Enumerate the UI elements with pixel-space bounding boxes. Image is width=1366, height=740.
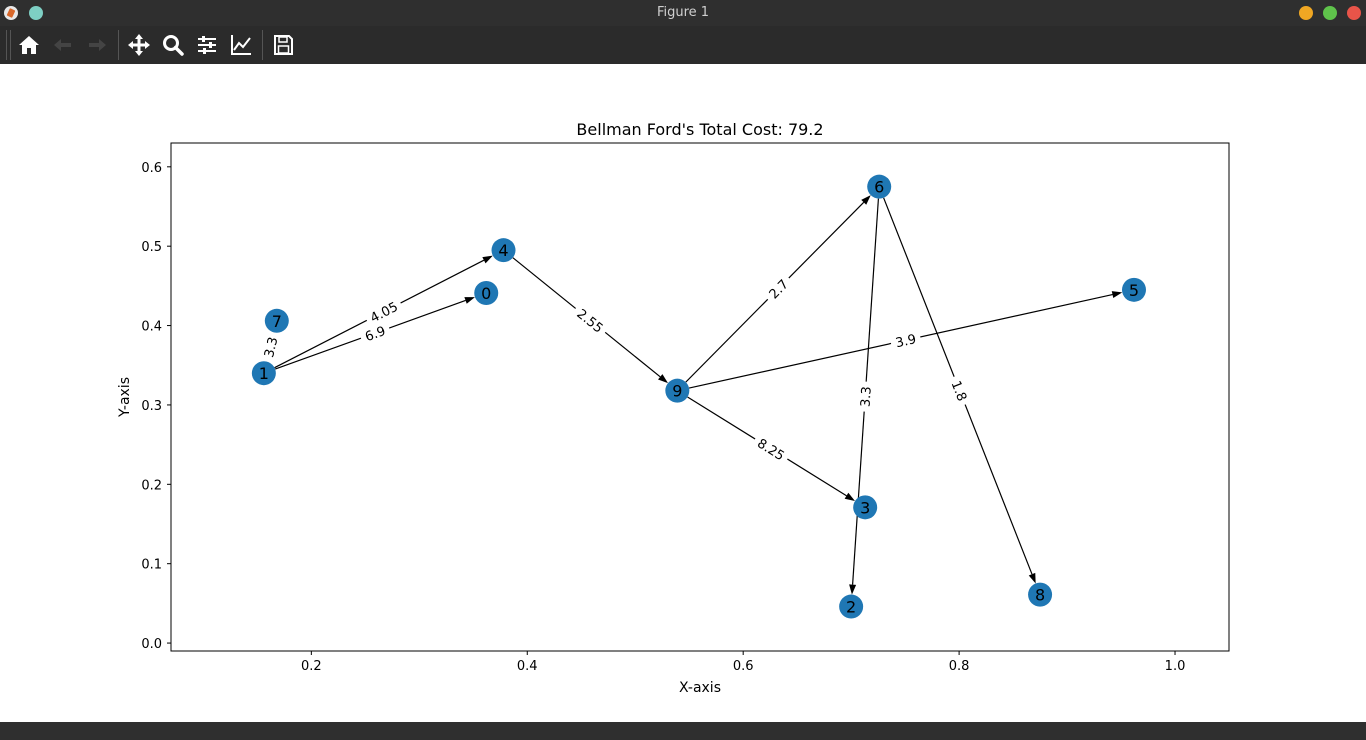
graph-node-label: 3: [860, 498, 870, 517]
minimize-button[interactable]: [1299, 6, 1313, 20]
edge-weight-label: 3.3: [258, 330, 282, 364]
home-icon[interactable]: [15, 31, 43, 59]
edit-axes-icon[interactable]: [227, 31, 255, 59]
status-bar: [0, 722, 1366, 740]
x-tick-label: 0.8: [949, 659, 970, 674]
graph-node: [665, 378, 690, 403]
y-tick-label: 0.5: [141, 240, 162, 255]
edge-weight-text: 1.8: [947, 379, 969, 404]
graph-node: [867, 174, 892, 199]
edge-weight-label: 1.8: [946, 373, 973, 408]
edge-arrowhead: [844, 492, 855, 501]
graph-node-label: 4: [498, 241, 508, 260]
edge-weight-label: 6.9: [358, 320, 392, 346]
edge-arrowhead: [1111, 291, 1123, 299]
edge-weight-label: 2.55: [570, 302, 611, 339]
zoom-magnifier-icon[interactable]: [159, 31, 187, 59]
navigation-toolbar: [0, 26, 1366, 64]
edge-weight-background: [889, 329, 923, 352]
x-tick-label: 0.6: [733, 659, 754, 674]
y-tick-label: 0.2: [141, 478, 162, 493]
pan-move-icon[interactable]: [125, 31, 153, 59]
graph-node: [251, 361, 276, 386]
pin-icon[interactable]: [29, 6, 43, 20]
edge-weight-text: 3.3: [262, 336, 282, 360]
graph-node-label: 0: [481, 284, 491, 303]
toolbar-grip: [6, 30, 11, 60]
app-icon: [4, 6, 18, 20]
window-title: Figure 1: [656, 5, 710, 20]
edge-weight-background: [258, 330, 282, 364]
chart-title: Bellman Ford's Total Cost: 79.2: [576, 120, 823, 139]
edge-weight-background: [762, 272, 795, 305]
edge-arrowhead: [464, 297, 475, 304]
graph-node-label: 2: [846, 598, 856, 617]
edge-weight-background: [946, 373, 973, 408]
edge-arrowhead: [1028, 572, 1036, 584]
graph-chart[interactable]: Bellman Ford's Total Cost: 79.2 0.2 0.4 0.6…: [0, 64, 1366, 722]
maximize-button[interactable]: [1323, 6, 1337, 20]
graph-node: [474, 281, 499, 306]
x-axis-label: X-axis: [679, 680, 721, 696]
graph-node-label: 1: [259, 364, 269, 383]
x-tick-label: 0.4: [517, 659, 538, 674]
edge-weight-background: [363, 295, 405, 328]
x-tick-label: 1.0: [1165, 659, 1186, 674]
edge-arrowhead: [849, 584, 857, 595]
close-button[interactable]: [1347, 6, 1361, 20]
edge-arrowhead: [658, 374, 668, 384]
graph-node-label: 5: [1129, 281, 1139, 300]
edge-weight-text: 6.9: [363, 324, 388, 345]
graph-node-label: 8: [1035, 586, 1045, 605]
configure-subplots-icon[interactable]: [193, 31, 221, 59]
edge-weight-background: [570, 302, 611, 339]
edge-weight-label: 3.3: [856, 381, 875, 413]
figure-canvas[interactable]: Bellman Ford's Total Cost: 79.2 0.2 0.4 0.6…: [0, 64, 1366, 722]
graph-node-label: 7: [272, 312, 282, 331]
y-tick-label: 0.1: [141, 558, 162, 573]
y-tick-label: 0.0: [141, 637, 162, 652]
graph-node-label: 9: [672, 382, 682, 401]
x-tick-label: 0.2: [301, 659, 322, 674]
window-titlebar: Figure 1: [0, 0, 1366, 26]
edge-arrowhead: [861, 195, 871, 205]
graph-node: [853, 495, 878, 520]
graph-node: [1028, 582, 1053, 607]
edge-weight-label: 3.9: [889, 329, 923, 352]
graph-node: [839, 594, 864, 619]
save-floppy-icon[interactable]: [269, 31, 297, 59]
edge-arrowhead: [482, 255, 493, 264]
graph-node: [491, 238, 516, 263]
edge-weight-text: 3.3: [859, 386, 875, 408]
edge-weight-background: [856, 381, 875, 413]
plot-frame: [170, 142, 1230, 652]
toolbar-separator: [262, 30, 263, 60]
graph-node: [1121, 277, 1146, 302]
toolbar-separator: [118, 30, 119, 60]
y-tick-label: 0.6: [141, 161, 162, 176]
graph-node-label: 6: [874, 178, 884, 197]
y-axis-label: Y-axis: [117, 377, 133, 418]
graph-node: [264, 308, 289, 333]
forward-arrow-icon[interactable]: [83, 31, 111, 59]
edge-weight-background: [750, 432, 792, 466]
edge-weight-text: 3.9: [894, 332, 917, 351]
edge-weight-background: [358, 320, 392, 346]
edge-weight-label: 8.25: [750, 432, 792, 466]
y-tick-label: 0.4: [141, 320, 162, 335]
y-tick-label: 0.3: [141, 399, 162, 414]
back-arrow-icon[interactable]: [49, 31, 77, 59]
